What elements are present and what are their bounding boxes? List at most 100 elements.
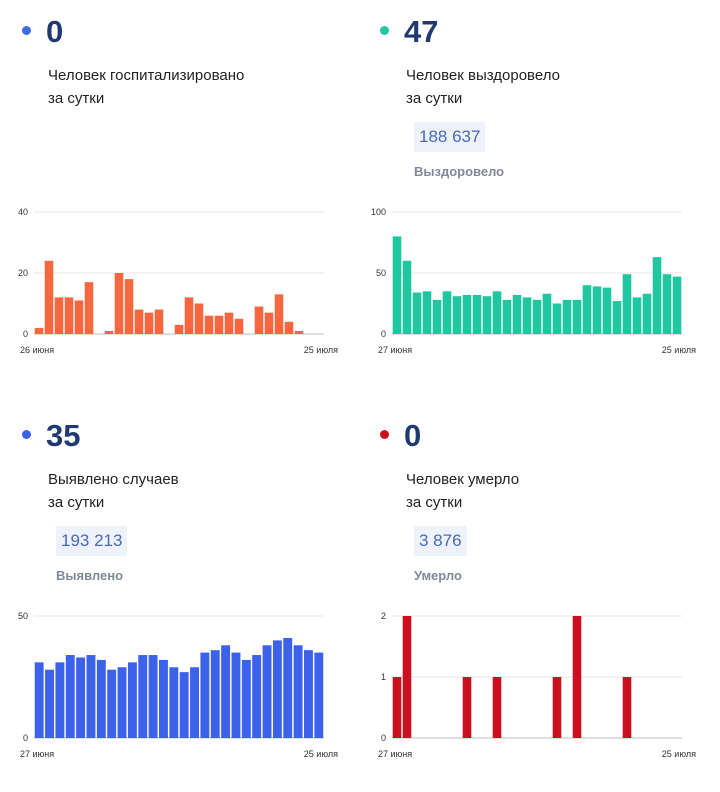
x-start-label: 26 июня (20, 345, 54, 355)
bar (104, 330, 114, 334)
bar (231, 652, 241, 738)
bar (472, 294, 482, 334)
bar (144, 312, 154, 334)
bar-chart: 0 20 40 26 июня 25 июля (18, 207, 338, 355)
bar (612, 301, 622, 334)
status-dot (22, 430, 31, 439)
bar (252, 655, 262, 738)
bar (241, 659, 251, 738)
panel-detected: 35 Выявлено случаев за сутки 193 213 Выя… (10, 404, 350, 784)
bar (96, 659, 106, 738)
panel-hospitalized: 0 Человек госпитализировано за сутки 0 20… (10, 0, 350, 380)
bar-chart: 0 50 27 июня 25 июля (18, 611, 338, 759)
daily-value: 35 (46, 418, 81, 453)
bar (462, 677, 472, 738)
y-tick-label: 20 (18, 268, 28, 278)
description-line-1: Человек госпитализировано (48, 67, 245, 84)
bar (274, 294, 284, 334)
bar (117, 667, 127, 738)
bar (432, 299, 442, 334)
description-line-2: за сутки (406, 90, 463, 107)
y-tick-label: 2 (381, 611, 386, 621)
description-line-2: за сутки (406, 494, 463, 511)
bar (114, 273, 124, 334)
bar (44, 260, 54, 334)
bar (179, 672, 189, 738)
bar (652, 257, 662, 334)
bar (234, 318, 244, 334)
status-dot (380, 430, 389, 439)
bar (412, 292, 422, 334)
bar (293, 645, 303, 738)
bar (562, 299, 572, 334)
bar (542, 293, 552, 334)
bar (221, 645, 231, 738)
bar (552, 303, 562, 334)
description-line-2: за сутки (48, 90, 105, 107)
bar (592, 286, 602, 334)
bar (482, 296, 492, 334)
y-tick-label: 1 (381, 672, 386, 682)
bar (672, 276, 682, 334)
y-tick-label: 40 (18, 207, 28, 217)
bar-chart: 0 1 2 27 июня 25 июля (378, 611, 696, 759)
bar (138, 655, 148, 738)
bar (662, 274, 672, 334)
description-line-1: Человек выздоровело (406, 67, 560, 84)
bar (76, 657, 86, 738)
total-label: Умерло (414, 568, 462, 583)
bar (572, 616, 582, 738)
bar (55, 662, 65, 738)
bar (512, 294, 522, 334)
description-line-2: за сутки (48, 494, 105, 511)
bar (522, 297, 532, 334)
daily-value: 47 (404, 14, 439, 49)
bar (422, 291, 432, 334)
bar (107, 669, 117, 738)
bar (264, 312, 274, 334)
bar (64, 297, 74, 334)
y-tick-label: 0 (23, 329, 28, 339)
bar (294, 330, 304, 334)
bar (34, 327, 44, 334)
bar (74, 300, 84, 334)
daily-value: 0 (404, 418, 422, 453)
bar (602, 287, 612, 334)
panel-recovered: 47 Человек выздоровело за сутки 188 637 … (368, 0, 708, 380)
bar (134, 309, 144, 334)
bar (272, 640, 282, 738)
bar (65, 655, 75, 738)
bar (392, 236, 402, 334)
total-label: Выздоровело (414, 164, 505, 179)
bar (159, 659, 168, 738)
bar (45, 669, 54, 738)
bar (54, 297, 64, 334)
description-line-1: Выявлено случаев (48, 471, 179, 488)
bar (552, 677, 562, 738)
total-label: Выявлено (56, 568, 124, 583)
bar (492, 677, 502, 738)
x-start-label: 27 июня (378, 345, 412, 355)
x-end-label: 25 июля (662, 345, 696, 355)
bar (224, 312, 234, 334)
panel-deaths: 0 Человек умерло за сутки 3 876 Умерло 0… (368, 404, 708, 784)
y-tick-label: 0 (23, 733, 28, 743)
bar (284, 321, 294, 334)
bar (262, 645, 272, 738)
bar (184, 297, 194, 334)
x-start-label: 27 июня (20, 749, 54, 759)
description-line-1: Человек умерло (406, 471, 520, 488)
total-count: 193 213 (56, 526, 128, 556)
bar (174, 324, 184, 334)
y-tick-label: 100 (371, 207, 386, 217)
bar (572, 299, 582, 334)
bar (84, 282, 94, 334)
bar (642, 293, 652, 334)
description: Человек госпитализировано за сутки (48, 64, 348, 110)
bar (86, 655, 96, 738)
bar (154, 309, 164, 334)
bar (124, 279, 134, 334)
bar (169, 667, 179, 738)
bar (34, 662, 44, 738)
status-dot (380, 26, 389, 35)
